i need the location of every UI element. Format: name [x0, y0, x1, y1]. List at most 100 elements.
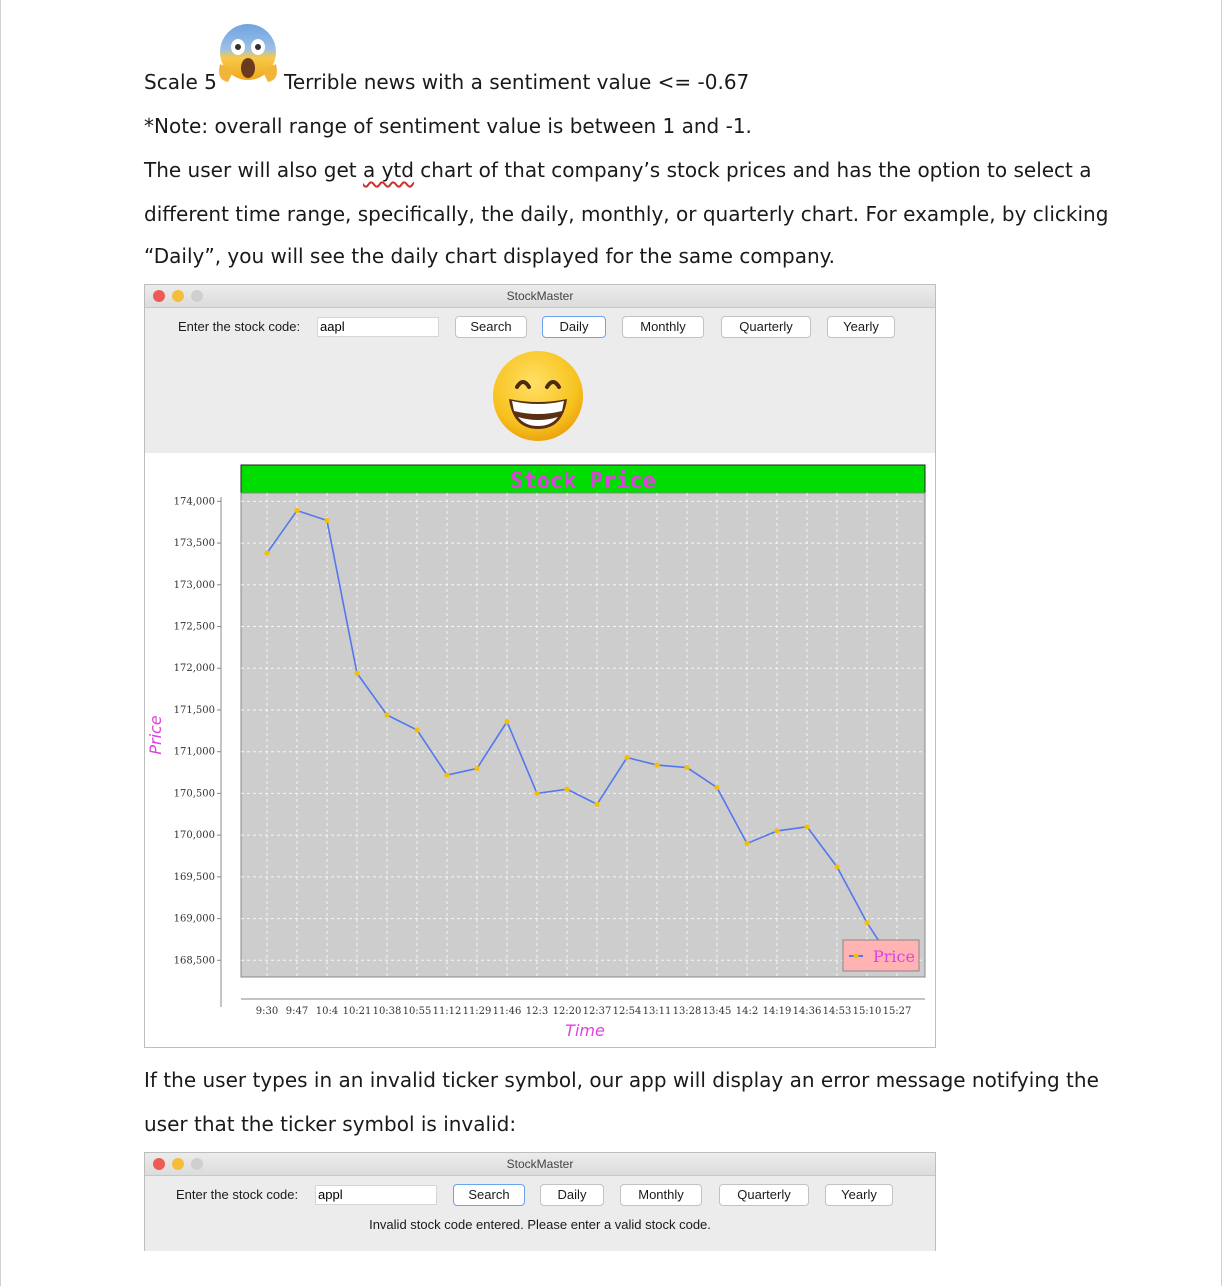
- chart-legend: Price: [842, 939, 920, 972]
- quarterly-button[interactable]: Quarterly: [721, 316, 811, 338]
- stock-code-label: Enter the stock code:: [178, 319, 301, 334]
- x-tick-label: 12:3: [526, 1006, 548, 1017]
- scale-label: Scale 5: [144, 70, 217, 94]
- x-tick-label: 12:54: [613, 1006, 642, 1017]
- price-point: [264, 550, 270, 556]
- price-point: [474, 765, 480, 771]
- close-window-button[interactable]: [153, 290, 165, 302]
- price-point: [864, 920, 870, 926]
- x-tick-label: 10:38: [373, 1006, 402, 1017]
- x-tick-label: 9:30: [256, 1006, 278, 1017]
- y-tick-label: 172,000: [174, 663, 215, 674]
- x-tick-label: 10:21: [343, 1006, 372, 1017]
- paragraph-text: The user will also get: [144, 158, 363, 182]
- price-point: [564, 786, 570, 792]
- minimize-window-button[interactable]: [172, 1158, 184, 1170]
- paragraph2-line-1: If the user types in an invalid ticker s…: [144, 1068, 1099, 1092]
- page-border-left: [0, 0, 1, 1286]
- face-screaming-in-fear-icon: [219, 24, 277, 82]
- stockmaster-window-daily: StockMaster Enter the stock code: aapl S…: [144, 284, 936, 1048]
- x-tick-label: 12:37: [583, 1006, 612, 1017]
- price-point: [834, 864, 840, 870]
- x-tick-label: 13:28: [673, 1006, 702, 1017]
- stock-code-input[interactable]: appl: [315, 1185, 437, 1205]
- daily-button[interactable]: Daily: [540, 1184, 604, 1206]
- y-tick-label: 170,000: [174, 830, 215, 841]
- price-series: [264, 507, 900, 972]
- chart-title-bar: [240, 464, 926, 494]
- price-point: [684, 764, 690, 771]
- grinning-face-icon: [493, 351, 583, 441]
- zoom-window-button[interactable]: [191, 290, 203, 302]
- price-point: [654, 762, 660, 768]
- price-point: [294, 507, 300, 514]
- x-axis: 9:30 9:47 10:4 10:21 10:38 10:55 11:12 11:29 11:…: [241, 998, 925, 1017]
- price-point: [714, 784, 720, 791]
- quarterly-button[interactable]: Quarterly: [719, 1184, 809, 1206]
- x-tick-label: 12:20: [553, 1006, 582, 1017]
- price-point: [534, 790, 540, 797]
- x-tick-label: 11:12: [433, 1006, 462, 1017]
- yearly-button[interactable]: Yearly: [827, 316, 895, 338]
- y-tick-label: 173,000: [174, 580, 215, 591]
- paragraph-line-1: The user will also get a ytd chart of th…: [144, 158, 1092, 182]
- toolbar: Enter the stock code: aapl Search Daily …: [145, 308, 935, 342]
- x-tick-label: 9:47: [286, 1006, 308, 1017]
- y-tick-label: 169,000: [174, 914, 215, 925]
- toolbar: Enter the stock code: appl Search Daily …: [145, 1176, 935, 1210]
- x-tick-label: 15:27: [883, 1006, 912, 1017]
- x-tick-label: 13:11: [643, 1006, 672, 1017]
- search-button[interactable]: Search: [453, 1184, 525, 1206]
- monthly-button[interactable]: Monthly: [622, 316, 704, 338]
- x-tick-label: 14:36: [793, 1006, 822, 1017]
- y-tick-label: 170,500: [174, 788, 215, 799]
- legend-label: Price: [873, 947, 915, 966]
- stock-code-label: Enter the stock code:: [176, 1187, 299, 1202]
- y-axis-label: Price: [146, 715, 165, 754]
- y-tick-label: 174,000: [174, 496, 215, 507]
- yearly-button[interactable]: Yearly: [825, 1184, 893, 1206]
- y-tick-label: 173,500: [174, 538, 215, 549]
- plot-area: [240, 492, 926, 978]
- price-point: [444, 772, 450, 778]
- y-tick-label: 168,500: [174, 955, 215, 966]
- price-point: [774, 828, 780, 834]
- price-point: [744, 840, 750, 847]
- legend-marker-swatch: [853, 953, 859, 959]
- y-tick-label: 171,000: [174, 747, 215, 758]
- paragraph-line-2: different time range, specifically, the …: [144, 202, 1109, 226]
- window-title: StockMaster: [506, 1157, 574, 1171]
- paragraph2-line-2: user that the ticker symbol is invalid:: [144, 1112, 517, 1136]
- stock-price-chart: Stock Price 174,000 173,500 173,000 172,500…: [146, 464, 926, 1040]
- daily-button[interactable]: Daily: [542, 316, 606, 338]
- title-bar: StockMaster: [145, 285, 935, 308]
- x-tick-label: 14:2: [736, 1006, 758, 1017]
- x-tick-label: 13:45: [703, 1006, 732, 1017]
- minimize-window-button[interactable]: [172, 290, 184, 302]
- scale-description: Terrible news with a sentiment value <= …: [284, 70, 750, 94]
- price-point: [324, 517, 330, 524]
- chart-title: Stock Price: [510, 469, 656, 494]
- stock-code-input[interactable]: aapl: [317, 317, 439, 337]
- y-axis: 174,000 173,500 173,000 172,500 172,000 171,5…: [174, 496, 222, 1007]
- page-border-right: [1221, 0, 1222, 1286]
- x-tick-label: 10:55: [403, 1006, 432, 1017]
- stockmaster-window-error: StockMaster Enter the stock code: appl S…: [144, 1152, 936, 1251]
- price-line: [266, 509, 898, 970]
- title-bar: StockMaster: [145, 1153, 935, 1176]
- close-window-button[interactable]: [153, 1158, 165, 1170]
- price-point: [624, 754, 630, 761]
- grid-lines: [241, 493, 925, 977]
- price-point: [804, 824, 810, 830]
- search-button[interactable]: Search: [455, 316, 527, 338]
- x-tick-label: 11:29: [463, 1006, 492, 1017]
- x-axis-label: Time: [565, 1021, 605, 1040]
- x-tick-label: 10:4: [316, 1006, 338, 1017]
- x-tick-label: 14:19: [763, 1006, 792, 1017]
- zoom-window-button[interactable]: [191, 1158, 203, 1170]
- price-point: [594, 801, 600, 807]
- x-tick-label: 14:53: [823, 1006, 852, 1017]
- paragraph-text: chart of that company’s stock prices and…: [413, 158, 1092, 182]
- monthly-button[interactable]: Monthly: [620, 1184, 702, 1206]
- y-tick-label: 169,500: [174, 872, 215, 883]
